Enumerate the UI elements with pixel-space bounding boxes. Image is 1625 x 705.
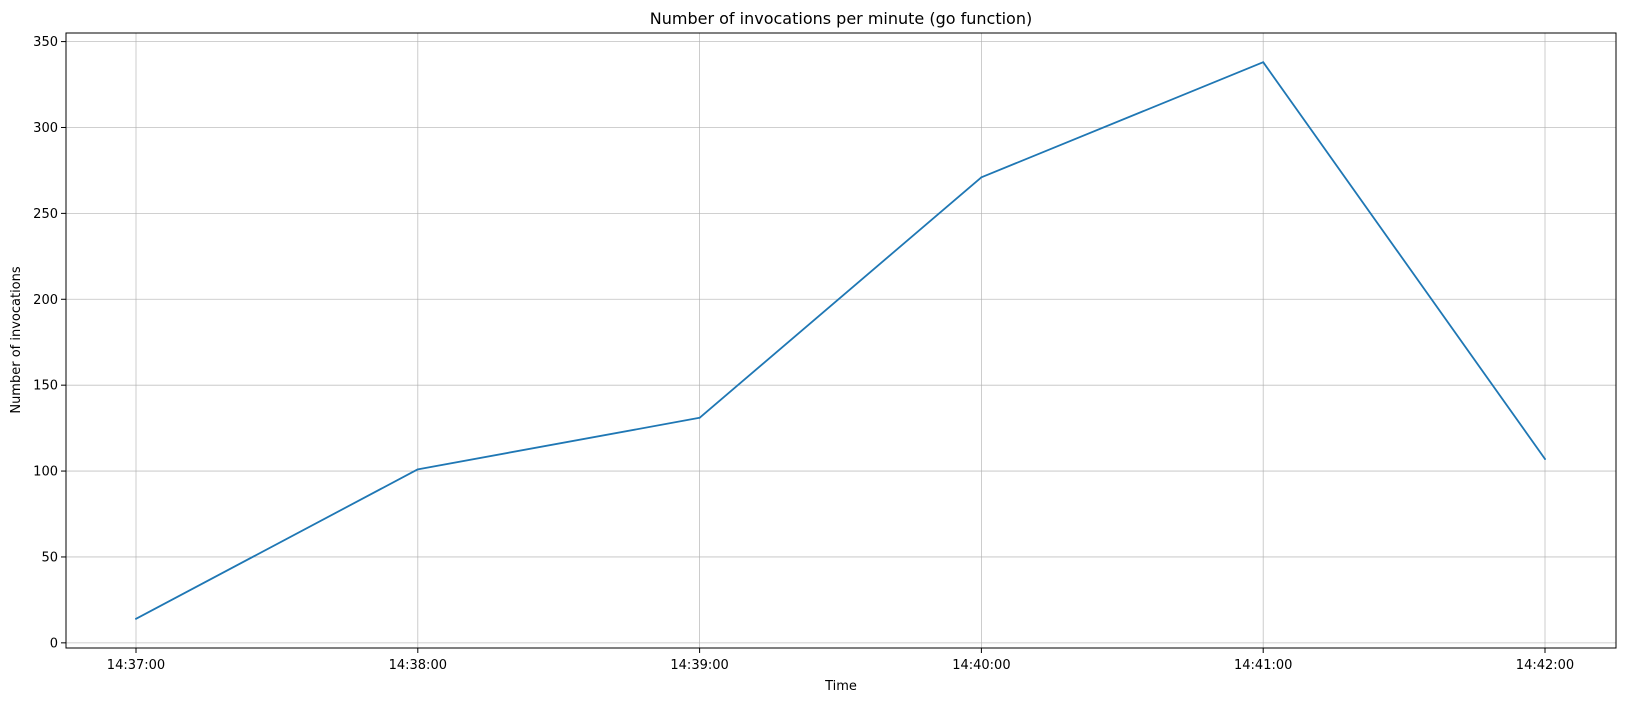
y-tick-label: 300 xyxy=(33,121,58,136)
x-tick-label: 14:37:00 xyxy=(107,658,165,673)
x-tick-label: 14:40:00 xyxy=(952,658,1010,673)
data-point xyxy=(1544,458,1546,460)
y-axis: 0 50 100 150 200 250 300 350 xyxy=(33,35,66,651)
data-point xyxy=(135,617,137,620)
chart-title: Number of invocations per minute (go fun… xyxy=(650,9,1032,28)
y-tick-label: 0 xyxy=(50,636,58,651)
y-axis-title: Number of invocations xyxy=(9,266,24,414)
y-tick-label: 350 xyxy=(33,35,58,50)
series-layer xyxy=(135,61,1546,620)
data-point xyxy=(1262,61,1265,64)
y-tick-label: 100 xyxy=(33,465,58,480)
plot-frame xyxy=(65,32,1617,649)
x-tick-label: 14:41:00 xyxy=(1234,658,1292,673)
x-tick-label: 14:38:00 xyxy=(389,658,447,673)
data-point xyxy=(980,176,983,179)
grid xyxy=(66,33,1616,648)
series-line xyxy=(135,61,1546,620)
x-axis-title: Time xyxy=(824,679,857,694)
y-tick-label: 50 xyxy=(41,550,58,565)
x-tick-label: 14:42:00 xyxy=(1516,658,1574,673)
x-axis: 14:37:00 14:38:00 14:39:00 14:40:00 14:41:00… xyxy=(107,648,1574,673)
data-point xyxy=(416,468,419,471)
x-tick-label: 14:39:00 xyxy=(670,658,728,673)
data-point xyxy=(698,416,701,419)
y-tick-label: 150 xyxy=(33,379,58,394)
y-tick-label: 250 xyxy=(33,207,58,222)
y-tick-label: 200 xyxy=(33,293,58,308)
